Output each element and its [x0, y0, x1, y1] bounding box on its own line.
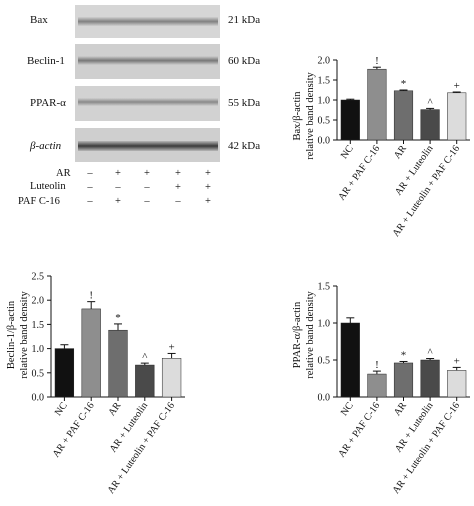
significance-mark: +: [454, 355, 460, 367]
y-tick-label: 0.0: [32, 393, 45, 404]
treatment-label-luteolin: Luteolin: [30, 181, 66, 192]
chart-bax-plot: 0.00.51.01.52.0NC!AR + PAF C-16*AR^AR + …: [318, 55, 470, 239]
x-tick-label: AR: [392, 400, 409, 418]
treatment-sign: –: [86, 168, 93, 179]
treatment-sign: –: [86, 182, 93, 193]
treatment-sign: +: [205, 168, 211, 179]
bar: [447, 92, 467, 141]
western-blot-panel: Bax 21 kDa Beclin-1 60 kDa PPAR-α 55 kDa…: [18, 5, 260, 207]
bar: [54, 348, 75, 398]
y-tick-label: 2.5: [32, 272, 45, 283]
y-tick-label: 1.5: [318, 282, 331, 293]
y-tick-label: 0.5: [318, 116, 331, 127]
significance-mark: !: [375, 55, 379, 67]
x-tick-label: AR: [106, 400, 123, 418]
chart-bax: Bax/β-actin relative band density 0.0 0.5…: [292, 55, 470, 239]
x-tick-label: NC: [339, 400, 356, 418]
x-tick-label: NC: [339, 143, 356, 161]
significance-mark: ^: [428, 347, 434, 359]
treatment-sign: +: [115, 168, 121, 179]
bar: [420, 109, 440, 141]
y-tick-label: 2.0: [32, 296, 45, 307]
significance-mark: !: [375, 359, 379, 371]
bar: [367, 373, 387, 398]
chart-beclin1: Beclin-1/β-actin relative band density 0…: [6, 272, 185, 496]
treatment-sign: +: [205, 182, 211, 193]
blot-label-actin: β-actin: [29, 140, 62, 152]
y-tick-label: 0.5: [32, 368, 45, 379]
chart-beclin1-ylabel-2: relative band density: [19, 291, 30, 379]
blot-band-ppar: [78, 98, 218, 106]
treatment-sign: –: [86, 196, 93, 207]
chart-bax-ylabel-1: Bax/β-actin: [292, 91, 303, 141]
y-tick-label: 0.0: [318, 136, 331, 147]
treatment-sign: +: [175, 182, 181, 193]
treatment-sign: +: [115, 196, 121, 207]
y-tick-label: 1.5: [318, 76, 331, 87]
chart-beclin1-plot: 0.00.51.01.52.02.5NC!AR + PAF C-16*AR^AR…: [32, 272, 185, 496]
bar: [420, 359, 440, 398]
y-tick-label: 1.5: [32, 320, 45, 331]
chart-ppar-plot: 0.00.51.01.5NC!AR + PAF C-16*AR^AR + Lut…: [318, 282, 470, 496]
bar: [108, 329, 128, 398]
treatment-sign: –: [143, 182, 150, 193]
significance-mark: *: [401, 78, 407, 90]
treatment-sign: –: [174, 196, 181, 207]
blot-size-actin: 42 kDa: [228, 140, 260, 152]
blot-size-bax: 21 kDa: [228, 14, 260, 26]
y-tick-label: 1.0: [318, 319, 331, 330]
significance-mark: !: [89, 290, 93, 302]
bar: [161, 358, 182, 398]
y-tick-label: 0.5: [318, 356, 331, 367]
blot-size-ppar: 55 kDa: [228, 97, 260, 109]
significance-mark: *: [115, 312, 121, 324]
treatment-sign: +: [175, 168, 181, 179]
chart-ppar: PPAR-α/β-actin relative band density 0.0…: [292, 282, 470, 496]
significance-mark: ^: [428, 96, 434, 108]
blot-band-beclin1: [78, 56, 218, 65]
x-tick-label: NC: [53, 400, 70, 418]
blot-band-bax: [78, 17, 218, 26]
significance-mark: ^: [142, 351, 148, 363]
treatment-label-paf: PAF C-16: [18, 196, 60, 207]
significance-mark: +: [454, 80, 460, 92]
chart-beclin1-ylabel-1: Beclin-1/β-actin: [6, 300, 17, 369]
bar: [81, 308, 101, 398]
chart-ppar-ylabel-1: PPAR-α/β-actin: [292, 301, 303, 368]
bar: [367, 68, 387, 141]
y-tick-label: 0.0: [318, 393, 331, 404]
blot-label-beclin1: Beclin-1: [27, 55, 65, 67]
bar: [393, 90, 414, 141]
treatment-sign: –: [114, 182, 121, 193]
treatment-sign: –: [143, 196, 150, 207]
chart-ppar-ylabel-2: relative band density: [305, 291, 316, 379]
blot-label-bax: Bax: [30, 14, 48, 26]
y-tick-label: 1.0: [32, 344, 45, 355]
bar: [135, 364, 155, 398]
chart-bax-ylabel-2: relative band density: [305, 72, 316, 160]
y-tick-label: 1.0: [318, 96, 331, 107]
bar: [393, 362, 414, 398]
treatment-sign: +: [205, 196, 211, 207]
blot-size-beclin1: 60 kDa: [228, 55, 260, 67]
treatment-signs: – + + + + – – – + + – + – – +: [86, 168, 211, 207]
bar: [340, 322, 360, 398]
y-tick-label: 2.0: [318, 56, 331, 67]
significance-mark: *: [401, 349, 407, 361]
treatment-sign: +: [144, 168, 150, 179]
x-tick-label: AR: [392, 143, 409, 161]
significance-mark: +: [168, 341, 174, 353]
blot-label-ppar: PPAR-α: [30, 97, 66, 109]
bar: [447, 370, 467, 398]
bar: [340, 99, 360, 141]
treatment-label-ar: AR: [56, 168, 71, 179]
blot-band-actin: [78, 141, 218, 151]
